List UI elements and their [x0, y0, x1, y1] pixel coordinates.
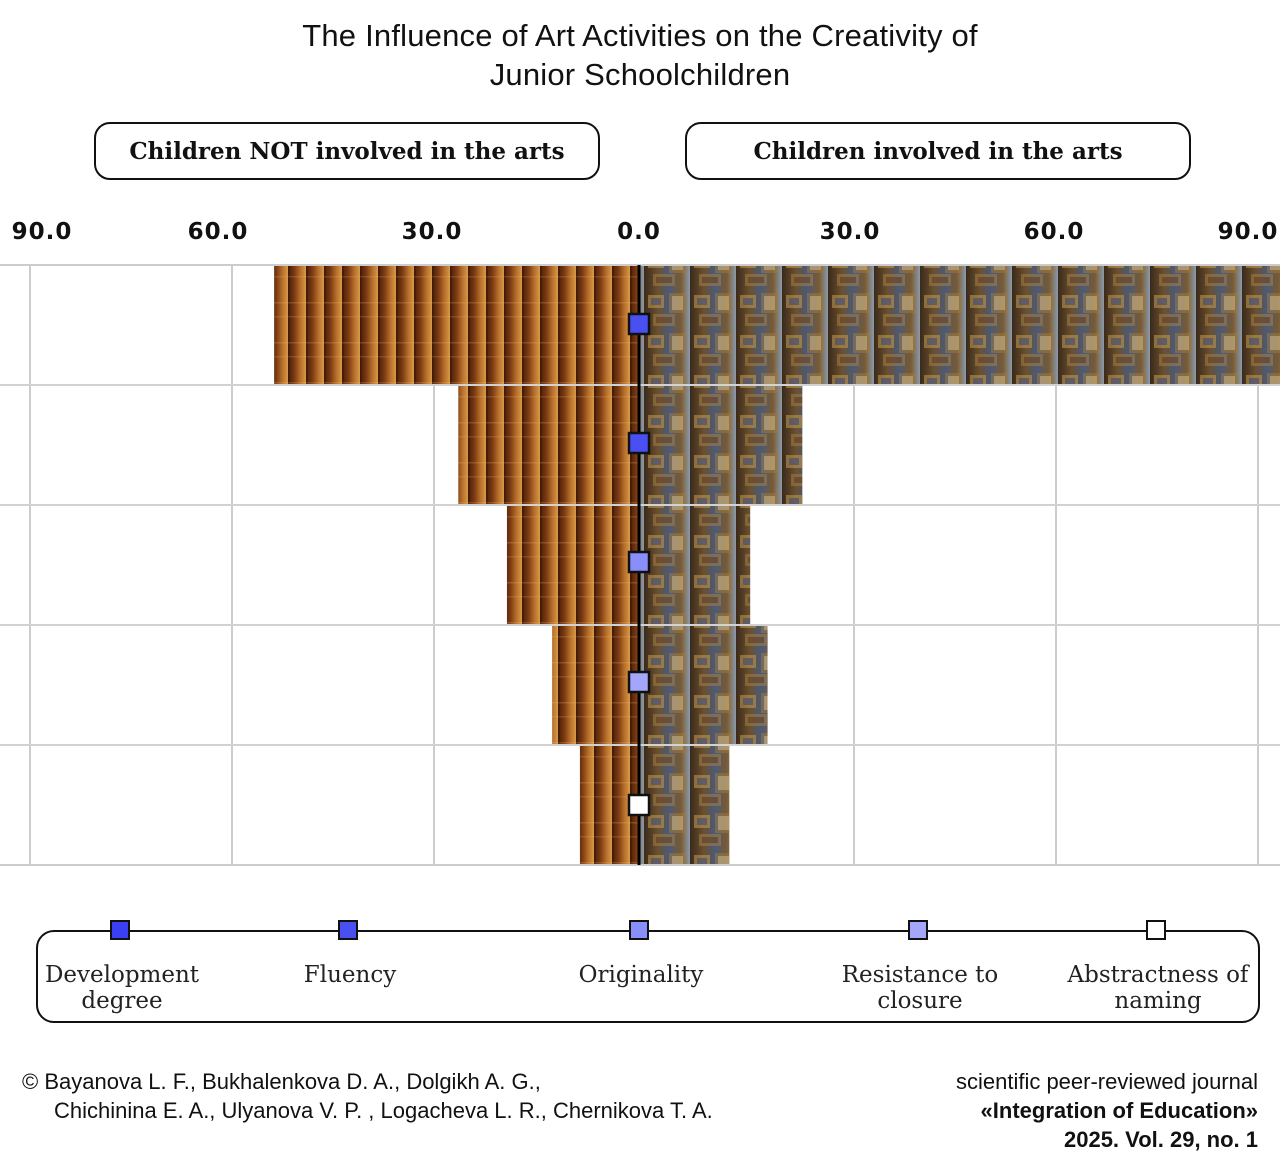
authors-credit: © Bayanova L. F., Bukhalenkova D. A., Do… — [22, 1067, 713, 1125]
bar-involved — [639, 386, 803, 504]
group-label-involved: Children involved in the arts — [685, 122, 1191, 180]
x-tick-label: 90.0 — [1218, 219, 1279, 245]
authors-line-1: © Bayanova L. F., Bukhalenkova D. A., Do… — [22, 1069, 541, 1094]
chart-title: The Influence of Art Activities on the C… — [0, 16, 1280, 94]
bar-involved — [639, 506, 751, 624]
legend-marker-abstractness-of-naming — [1146, 920, 1166, 940]
authors-line-2: Chichinina E. A., Ulyanova V. P. , Logac… — [54, 1098, 713, 1123]
category-marker — [627, 431, 651, 455]
bars — [0, 266, 1280, 864]
category-marker — [627, 793, 651, 817]
group-label-not-involved-text: Children NOT involved in the arts — [129, 137, 565, 165]
journal-credit: scientific peer-reviewed journal «Integr… — [956, 1067, 1258, 1154]
legend-label-fluency: Fluency — [303, 962, 397, 988]
bar-not-involved — [274, 266, 639, 384]
bar-not-involved — [458, 386, 639, 504]
x-tick-label: 30.0 — [402, 219, 463, 245]
journal-name: «Integration of Education» — [980, 1098, 1258, 1123]
bar-involved — [639, 626, 768, 744]
legend-marker-resistance-to-closure — [908, 920, 928, 940]
legend-label-development-degree: Development degree — [44, 962, 200, 1014]
category-marker — [627, 670, 651, 694]
x-axis-ticks: 90.0 60.0 30.0 0.0 30.0 60.0 90.0 — [12, 219, 1279, 245]
bar-involved — [639, 746, 730, 864]
journal-line-1: scientific peer-reviewed journal — [955, 1069, 1258, 1094]
bar-not-involved — [552, 626, 639, 744]
legend-label-originality: Originality — [578, 962, 704, 988]
x-tick-label: 90.0 — [12, 219, 73, 245]
bar-involved — [639, 266, 1280, 384]
x-tick-label: 60.0 — [1024, 219, 1085, 245]
journal-issue: 2025. Vol. 29, no. 1 — [1063, 1127, 1258, 1152]
group-label-not-involved: Children NOT involved in the arts — [94, 122, 600, 180]
diverging-bar-chart: 90.0 60.0 30.0 0.0 30.0 60.0 90.0 — [0, 219, 1280, 866]
title-line-1: The Influence of Art Activities on the C… — [302, 18, 978, 53]
category-markers — [627, 312, 651, 817]
legend-marker-development-degree — [110, 920, 130, 940]
legend-label-resistance-to-closure: Resistance to closure — [841, 962, 999, 1014]
legend-marker-fluency — [338, 920, 358, 940]
legend-label-abstractness-of-naming: Abstractness of naming — [1067, 962, 1249, 1014]
x-tick-label: 0.0 — [617, 219, 661, 245]
x-tick-label: 30.0 — [820, 219, 881, 245]
title-line-2: Junior Schoolchildren — [489, 57, 791, 92]
category-marker — [627, 312, 651, 336]
bar-not-involved — [506, 506, 639, 624]
legend-marker-originality — [629, 920, 649, 940]
x-tick-label: 60.0 — [188, 219, 249, 245]
group-label-involved-text: Children involved in the arts — [753, 137, 1123, 165]
legend: Development degree Fluency Originality R… — [36, 920, 1260, 1023]
category-marker — [627, 550, 651, 574]
